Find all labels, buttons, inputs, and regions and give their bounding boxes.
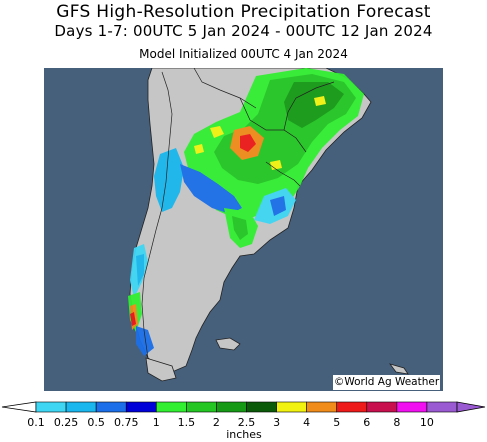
legend-swatch [186, 401, 217, 413]
legend-units: inches [226, 428, 262, 441]
legend-swatch [396, 401, 428, 413]
legend-above-arrow [456, 401, 486, 413]
legend-swatch [216, 401, 247, 413]
legend-swatch [155, 401, 187, 413]
precipitation-overlay [128, 68, 364, 356]
legend-swatch [336, 401, 368, 413]
legend-tick-label: 3 [273, 416, 281, 429]
legend-tick-label: 0.75 [113, 416, 139, 429]
legend-swatch [426, 401, 458, 413]
model-init-time: Model Initialized 00UTC 4 Jan 2024 [139, 47, 348, 61]
country-borders [141, 68, 335, 359]
copyright-label: ©World Ag Weather [333, 375, 440, 390]
legend-swatch [35, 401, 67, 413]
legend-swatch [125, 401, 157, 413]
legend-tick-label: 8 [393, 416, 401, 429]
map-title: GFS High-Resolution Precipitation Foreca… [56, 2, 431, 22]
falkland-islands [215, 337, 241, 351]
precipitation-map [44, 68, 443, 391]
legend-swatch [95, 401, 127, 413]
legend-below-arrow [1, 401, 37, 413]
legend-tick-label: 5 [333, 416, 341, 429]
legend-tick-label: 2 [212, 416, 220, 429]
forecast-period: Days 1-7: 00UTC 5 Jan 2024 - 00UTC 12 Ja… [54, 22, 433, 40]
legend-tick-label: 0.5 [87, 416, 105, 429]
legend-tick-label: 10 [419, 416, 434, 429]
legend-swatch [246, 401, 277, 413]
legend-tick-label: 2.5 [237, 416, 256, 429]
legend-swatch [306, 401, 338, 413]
legend-tick-label: 0.1 [27, 416, 45, 429]
legend-tick-label: 0.25 [53, 416, 79, 429]
legend-color-bar [1, 401, 486, 413]
tierra-del-fuego [145, 357, 177, 382]
precipitation-legend [1, 401, 486, 413]
legend-swatch [366, 401, 398, 413]
legend-tick-label: 4 [303, 416, 311, 429]
south-georgia [388, 363, 409, 375]
legend-tick-label: 6 [363, 416, 371, 429]
legend-tick-label: 1 [152, 416, 160, 429]
legend-tick-label: 1.5 [177, 416, 196, 429]
legend-swatch [276, 401, 307, 413]
legend-swatch [65, 401, 97, 413]
